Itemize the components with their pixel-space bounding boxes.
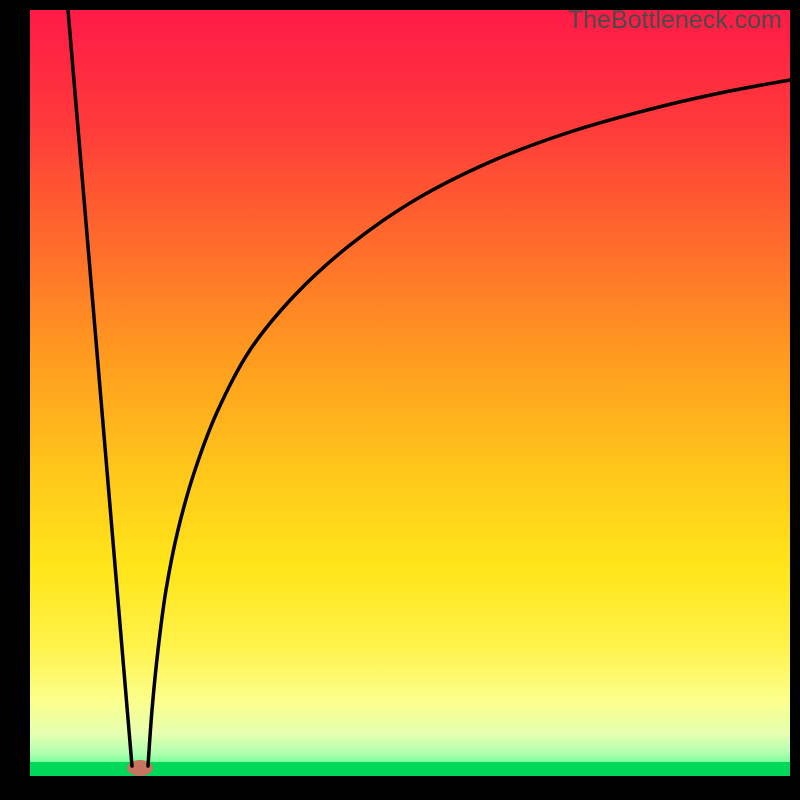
chart-svg: [0, 0, 800, 800]
plot-background: [30, 10, 790, 776]
chart-stage: TheBottleneck.com: [0, 0, 800, 800]
watermark-text: TheBottleneck.com: [568, 6, 782, 35]
